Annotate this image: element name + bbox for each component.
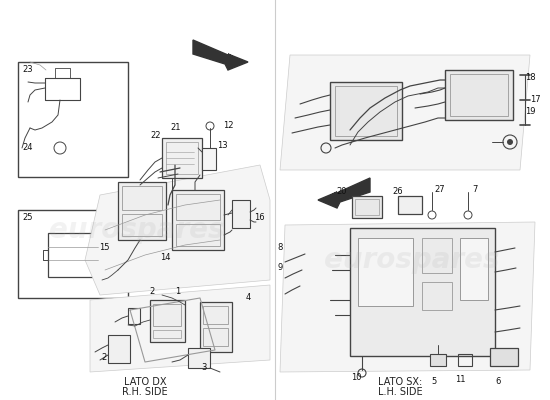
Bar [150, 300, 185, 342]
Text: 7: 7 [472, 186, 478, 194]
Text: 8: 8 [277, 244, 283, 252]
Polygon shape [318, 178, 370, 208]
Bar [355, 199, 379, 215]
Text: 25: 25 [23, 214, 33, 222]
Text: 3: 3 [201, 364, 207, 372]
Polygon shape [193, 40, 248, 70]
Bar [232, 200, 250, 228]
Bar [18, 210, 128, 298]
Text: eurospares: eurospares [50, 216, 225, 244]
Text: 12: 12 [223, 120, 233, 130]
Text: 24: 24 [23, 144, 33, 152]
Bar [18, 62, 128, 177]
Text: 22: 22 [151, 130, 161, 140]
Bar [203, 306, 228, 324]
Text: 10: 10 [351, 374, 361, 382]
Text: 4: 4 [245, 294, 251, 302]
Polygon shape [280, 55, 530, 170]
Text: 9: 9 [277, 264, 283, 272]
Bar [176, 224, 220, 246]
Bar [172, 190, 224, 250]
Bar [153, 304, 181, 326]
Bar [450, 74, 508, 116]
Polygon shape [280, 222, 535, 372]
Bar [398, 196, 422, 214]
Polygon shape [85, 165, 270, 295]
Bar [188, 348, 210, 368]
Text: 1: 1 [175, 288, 180, 296]
Bar [330, 82, 402, 140]
Bar [166, 142, 198, 174]
Bar [358, 238, 413, 306]
Bar [430, 354, 446, 366]
Bar [335, 86, 397, 136]
Bar [445, 70, 513, 120]
Text: 6: 6 [496, 378, 500, 386]
Text: 15: 15 [99, 244, 109, 252]
Bar [118, 182, 166, 240]
Text: 23: 23 [23, 66, 34, 74]
Bar [108, 335, 130, 363]
Bar [350, 228, 495, 356]
Text: 18: 18 [525, 74, 535, 82]
Text: LATO SX:: LATO SX: [378, 377, 422, 387]
Bar [422, 282, 452, 310]
Text: 26: 26 [393, 188, 403, 196]
Text: LATO DX: LATO DX [124, 377, 166, 387]
Text: 2: 2 [150, 288, 155, 296]
Text: 5: 5 [431, 378, 437, 386]
Text: 19: 19 [525, 108, 535, 116]
Bar [460, 238, 488, 300]
Bar [352, 196, 382, 218]
Text: 17: 17 [530, 96, 540, 104]
Bar [128, 308, 140, 324]
Bar [153, 330, 181, 338]
Bar [203, 328, 228, 346]
Bar [176, 194, 220, 220]
Text: 13: 13 [217, 140, 227, 150]
Text: 27: 27 [434, 186, 446, 194]
Text: 16: 16 [254, 214, 265, 222]
Text: 2: 2 [101, 354, 107, 362]
Text: 20: 20 [337, 188, 347, 196]
Bar [122, 214, 162, 236]
Text: 21: 21 [170, 124, 182, 132]
Text: 14: 14 [160, 254, 170, 262]
Bar [162, 138, 202, 178]
Bar [200, 302, 232, 352]
Text: R.H. SIDE: R.H. SIDE [122, 387, 168, 397]
Text: eurospares: eurospares [324, 246, 500, 274]
Bar [122, 186, 162, 210]
Polygon shape [90, 285, 270, 372]
Bar [458, 354, 472, 366]
Bar [48, 233, 98, 277]
Text: L.H. SIDE: L.H. SIDE [378, 387, 422, 397]
Bar [422, 238, 452, 273]
Circle shape [507, 139, 513, 145]
Text: 11: 11 [455, 376, 465, 384]
Bar [202, 148, 216, 170]
Bar [490, 348, 518, 366]
